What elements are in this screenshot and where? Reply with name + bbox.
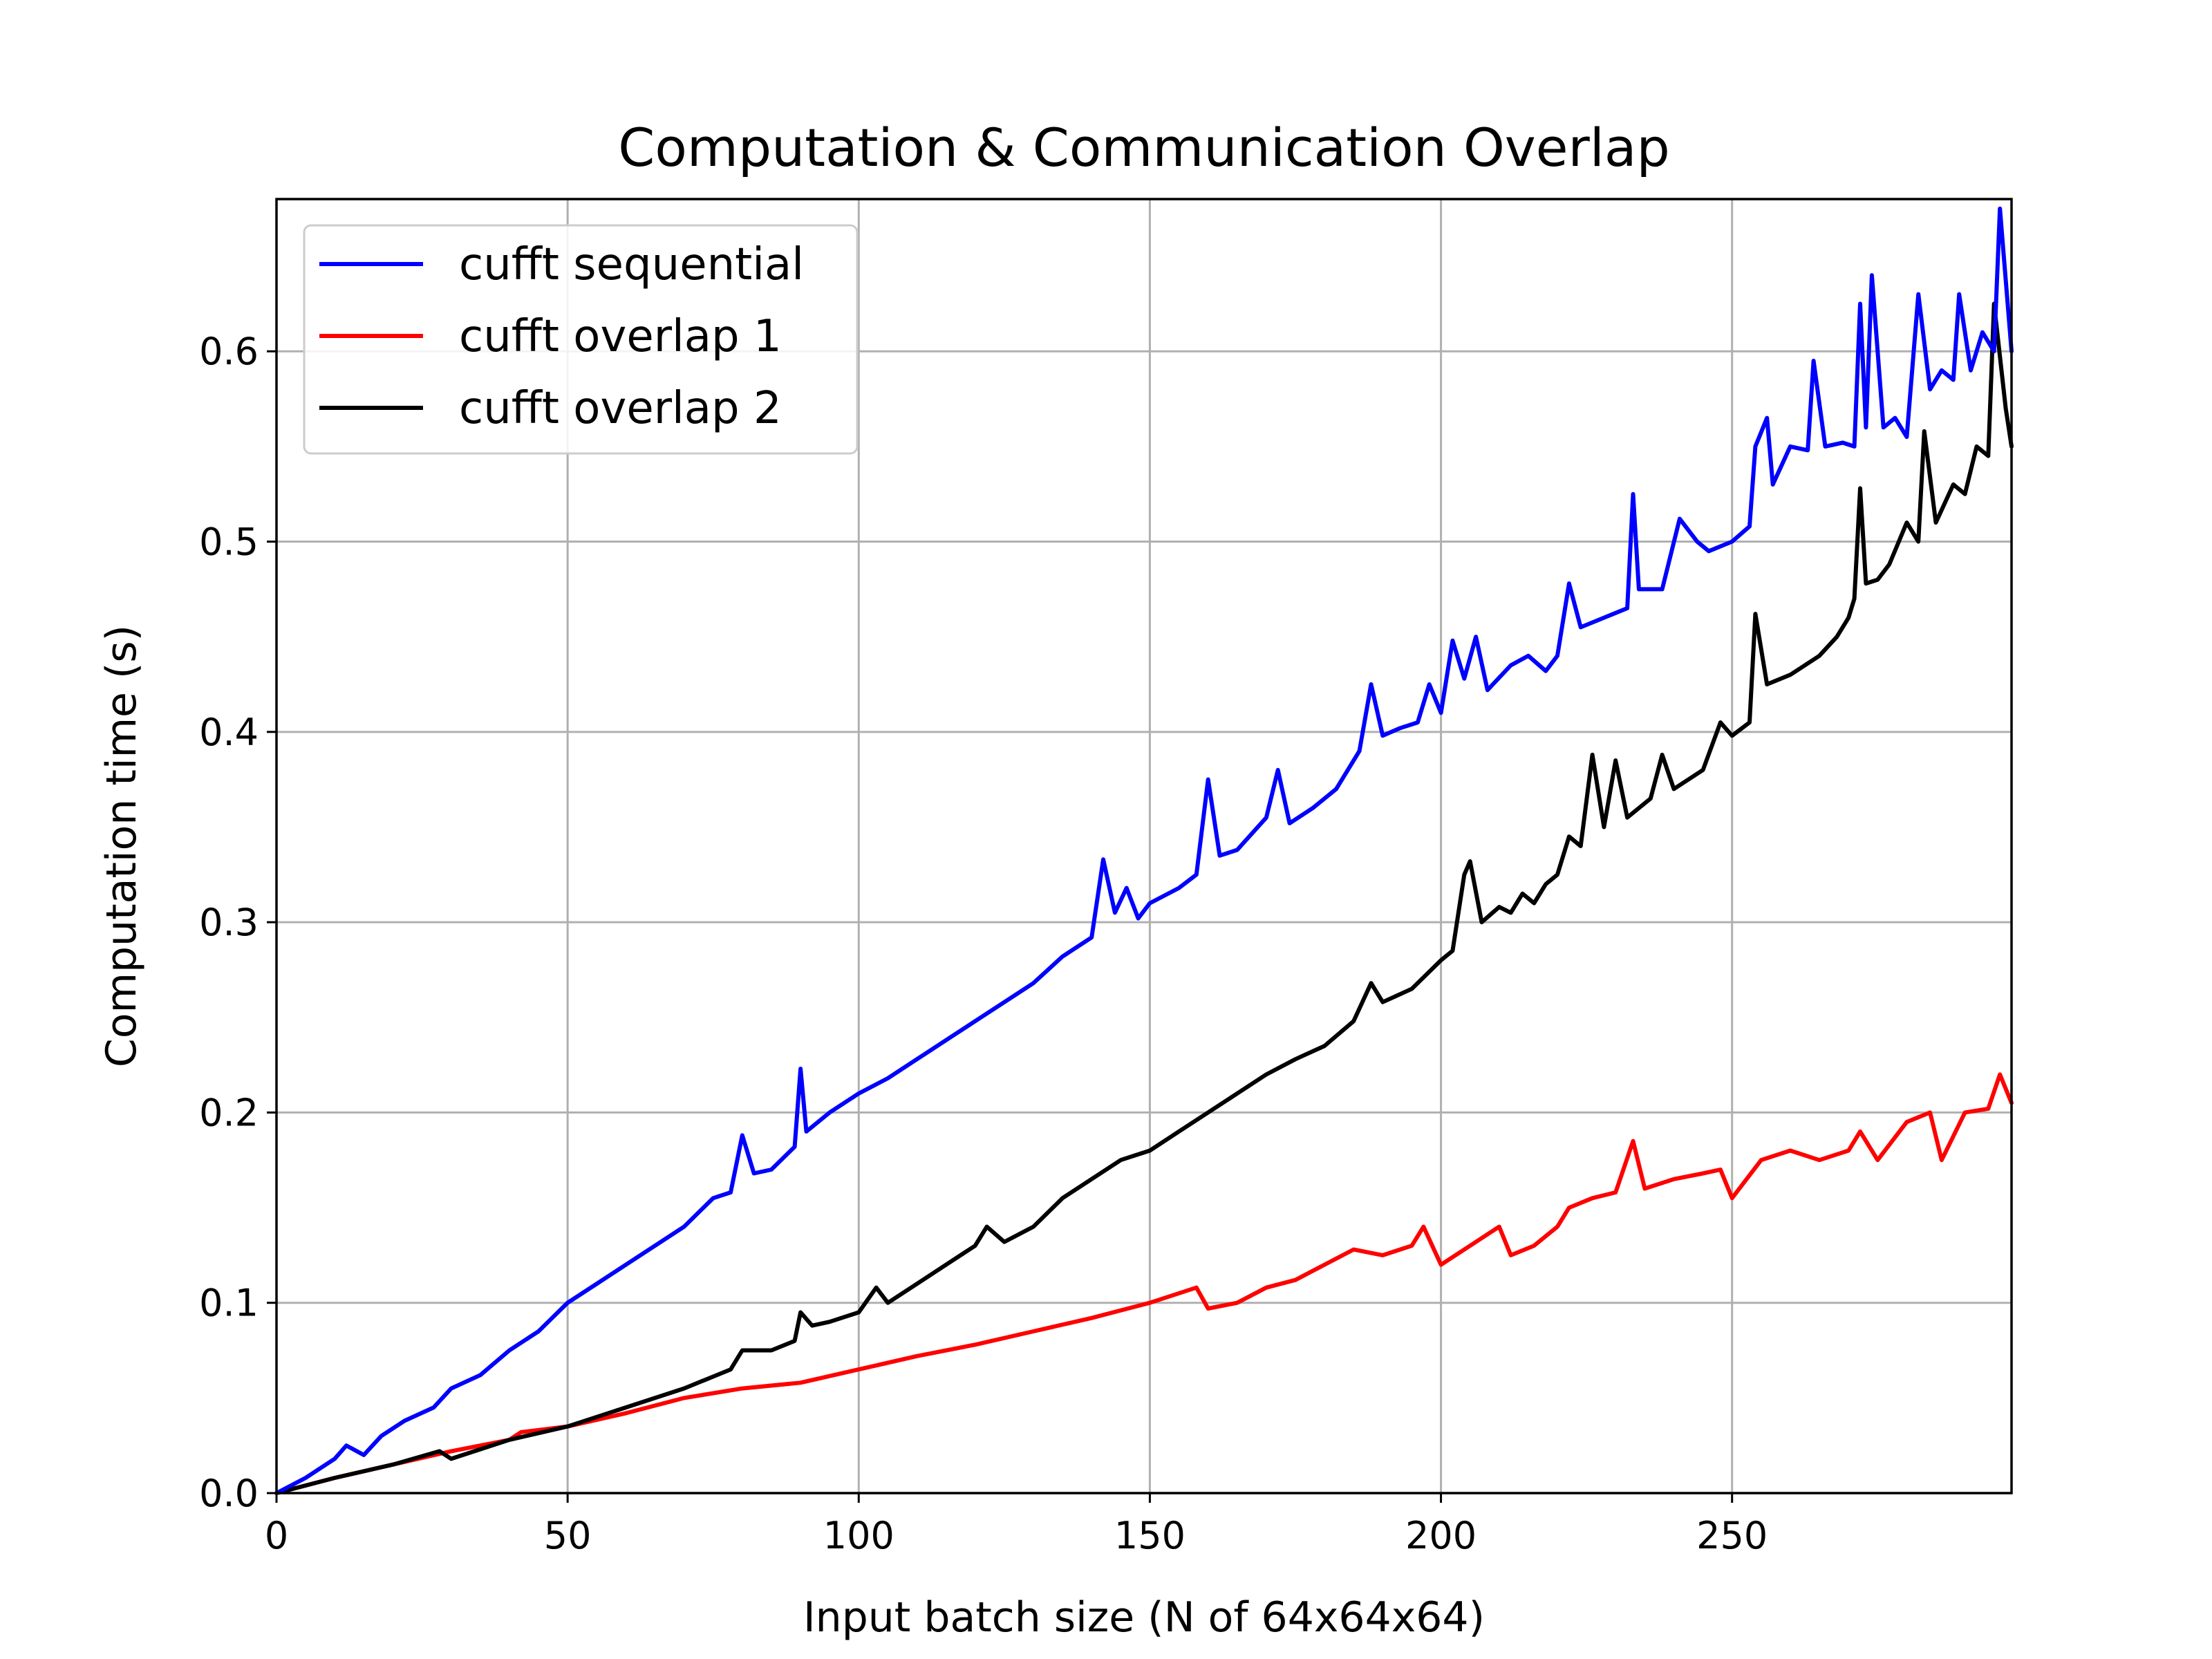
x-tick-label: 50 <box>544 1514 592 1557</box>
x-tick-label: 150 <box>1114 1514 1185 1557</box>
legend-box <box>303 224 859 455</box>
series-lines <box>274 206 2014 1495</box>
y-tick-label: 0.5 <box>199 521 259 564</box>
x-axis-label: Input batch size (N of 64x64x64) <box>803 1593 1485 1642</box>
y-tick-label: 0.1 <box>199 1282 259 1325</box>
plot-frame <box>275 198 2013 1494</box>
legend-label-cufft-sequential: cufft sequential <box>459 239 804 290</box>
y-axis-label: Computation time (s) <box>97 625 146 1067</box>
y-tick-label: 0.2 <box>199 1091 259 1134</box>
y-tick-label: 0.0 <box>199 1472 259 1515</box>
x-tick-label: 100 <box>823 1514 894 1557</box>
chart-title: Computation & Communication Overlap <box>618 117 1669 178</box>
series-line-cufft-sequential <box>274 206 2014 1495</box>
series-line-cufft-overlap-2 <box>274 301 2014 1495</box>
axis-ticks: 0 50 100 150 200 250 0.0 0.1 0.2 0.3 0.4 0.5 0.6 <box>199 330 1768 1557</box>
x-tick-label: 200 <box>1405 1514 1477 1557</box>
x-tick-label: 0 <box>265 1514 288 1557</box>
legend-label-cufft-overlap-1: cufft overlap 1 <box>459 311 782 362</box>
y-tick-label: 0.4 <box>199 711 259 754</box>
y-tick-label: 0.3 <box>199 901 259 944</box>
x-tick-label: 250 <box>1696 1514 1768 1557</box>
legend-label-cufft-overlap-2: cufft overlap 2 <box>459 383 782 434</box>
y-tick-label: 0.6 <box>199 330 259 373</box>
legend: cufft sequential cufft overlap 1 cufft o… <box>303 224 859 455</box>
series-line-cufft-overlap-1 <box>274 1072 2014 1495</box>
